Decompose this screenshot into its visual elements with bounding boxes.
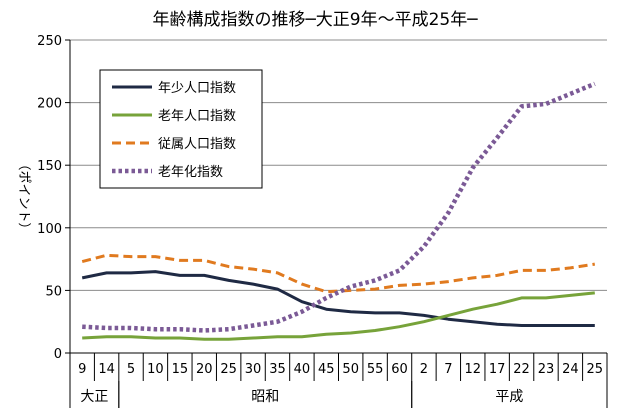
series-line <box>82 81 596 333</box>
x-tick-label: 2 <box>420 362 428 377</box>
x-tick-label: 25 <box>220 362 237 377</box>
series-line <box>81 270 595 327</box>
x-tick-label: 30 <box>245 362 262 377</box>
legend-label: 老年人口指数 <box>158 109 236 124</box>
x-tick-label: 14 <box>98 362 115 377</box>
x-tick-label: 9 <box>78 362 86 377</box>
series-lines <box>81 81 596 341</box>
y-tick-label: 50 <box>45 284 62 299</box>
x-tick-label: 23 <box>538 362 555 377</box>
y-tick-label: 150 <box>37 159 62 174</box>
y-axis-label: （ポイント） <box>16 157 31 235</box>
legend-label: 年少人口指数 <box>158 81 236 96</box>
y-tick-label: 0 <box>54 347 62 362</box>
x-tick-label: 15 <box>172 362 189 377</box>
series-line <box>82 291 595 341</box>
x-axis: 9 14 5 10 15 20 25 30 35 40 45 50 55 60 2 7 12 17 22 23 24 25… <box>69 352 608 408</box>
legend-box <box>99 69 263 189</box>
era-label: 昭和 <box>251 389 279 405</box>
legend-label: 老年化指数 <box>158 165 223 180</box>
x-tick-label: 5 <box>127 362 135 377</box>
x-tick-label: 40 <box>294 362 311 377</box>
x-tick-label: 35 <box>269 362 286 377</box>
x-tick-label: 55 <box>367 362 384 377</box>
x-tick-label: 10 <box>147 362 164 377</box>
era-label: 大正 <box>80 389 108 405</box>
era-label: 平成 <box>495 389 523 405</box>
y-tick-label: 100 <box>37 222 62 237</box>
x-tick-label: 24 <box>562 362 579 377</box>
series-line <box>81 253 596 294</box>
x-tick-label: 12 <box>464 362 481 377</box>
y-tick-label: 250 <box>37 34 62 49</box>
x-tick-label: 17 <box>489 362 506 377</box>
x-tick-label: 45 <box>318 362 335 377</box>
x-tick-label: 50 <box>342 362 359 377</box>
legend-label: 従属人口指数 <box>158 137 236 152</box>
y-tick-label: 200 <box>37 97 62 112</box>
chart-title: 年齢構成指数の推移─大正9年～平成25年─ <box>153 10 479 30</box>
x-tick-label: 25 <box>587 362 604 377</box>
x-tick-label: 60 <box>391 362 408 377</box>
x-tick-label: 20 <box>196 362 213 377</box>
x-tick-label: 22 <box>513 362 530 377</box>
x-tick-label: 7 <box>444 362 452 377</box>
y-axis-ticks: 0 50 100 150 200 250 <box>37 34 71 362</box>
